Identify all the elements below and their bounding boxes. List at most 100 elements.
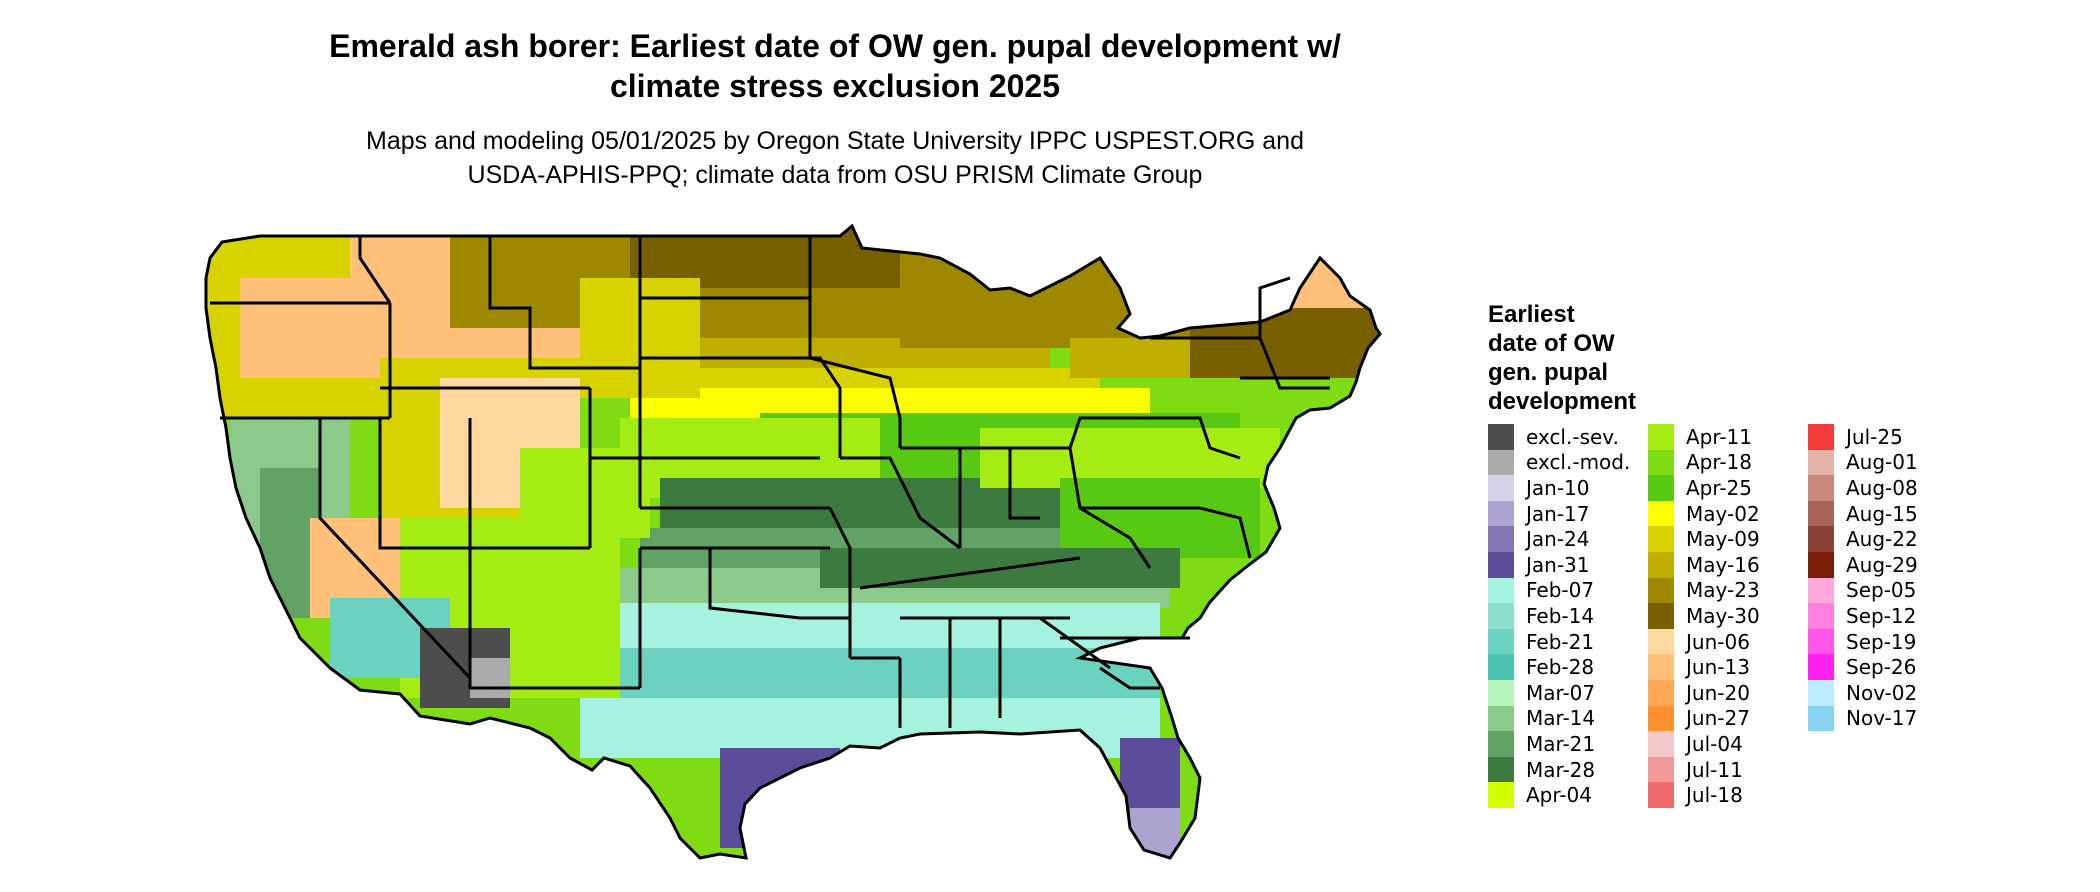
legend-swatch <box>1648 526 1674 552</box>
legend-swatch <box>1648 654 1674 680</box>
legend-label: Sep-05 <box>1846 578 1917 603</box>
legend-swatch <box>1488 782 1514 808</box>
legend-item: Jul-18 <box>1648 782 1760 808</box>
legend-label: Jun-06 <box>1686 629 1750 654</box>
legend-label: Jun-13 <box>1686 655 1750 680</box>
map-subtitle: Maps and modeling 05/01/2025 by Oregon S… <box>0 124 1670 192</box>
legend-swatch <box>1648 551 1674 578</box>
legend-item: Feb-14 <box>1488 603 1630 629</box>
legend-swatch <box>1808 551 1834 578</box>
legend-item: Mar-14 <box>1488 705 1630 732</box>
legend-swatch <box>1488 603 1514 629</box>
legend-swatch <box>1808 628 1834 655</box>
legend-label: Jan-10 <box>1526 475 1590 500</box>
legend-swatch <box>1808 449 1834 476</box>
legend-item: Aug-29 <box>1808 551 1918 578</box>
legend-swatch <box>1648 782 1674 808</box>
legend-item: May-30 <box>1648 603 1760 629</box>
legend-swatch <box>1648 628 1674 655</box>
legend-item: Feb-21 <box>1488 628 1630 655</box>
legend-swatch <box>1488 731 1514 757</box>
legend-item: Jan-24 <box>1488 526 1630 552</box>
legend-label: Sep-26 <box>1846 655 1917 680</box>
legend-item: Jun-20 <box>1648 679 1760 706</box>
legend-item: May-16 <box>1648 551 1760 578</box>
legend-label: Nov-17 <box>1846 706 1918 731</box>
legend-item: Nov-17 <box>1808 705 1918 732</box>
legend-item: Jul-04 <box>1648 731 1760 757</box>
legend-swatch <box>1808 577 1834 604</box>
legend-swatch <box>1808 705 1834 732</box>
legend-item: Nov-02 <box>1808 679 1918 706</box>
legend-label: May-23 <box>1686 578 1760 603</box>
legend-item: May-02 <box>1648 500 1760 527</box>
legend-item: Sep-19 <box>1808 628 1918 655</box>
legend-title: Earliest date of OW gen. pupal developme… <box>1488 300 1688 416</box>
legend-label: Jan-31 <box>1526 552 1590 577</box>
legend-swatch <box>1488 424 1514 450</box>
legend-swatch <box>1808 654 1834 680</box>
legend-item: Jul-11 <box>1648 756 1760 783</box>
legend-label: Feb-07 <box>1526 578 1595 603</box>
legend-swatch <box>1648 500 1674 527</box>
legend-label: Jun-27 <box>1686 706 1750 731</box>
legend-item: Jan-17 <box>1488 500 1630 527</box>
legend-title-line: development <box>1488 388 1637 415</box>
legend-item: Jan-31 <box>1488 551 1630 578</box>
legend-label: Mar-21 <box>1526 731 1596 756</box>
legend-item: Mar-07 <box>1488 679 1630 706</box>
legend-swatch <box>1648 731 1674 757</box>
legend-swatch <box>1808 679 1834 706</box>
legend-label: Aug-29 <box>1846 552 1918 577</box>
legend-label: excl.-sev. <box>1526 424 1619 449</box>
legend-label: Jun-20 <box>1686 680 1750 705</box>
legend-label: Apr-25 <box>1686 475 1752 500</box>
state-borders <box>204 223 1382 860</box>
legend-column-3: Jul-25 Aug-01 Aug-08 Aug-15 Aug-22 Aug-29 Sep-… <box>1808 424 1918 732</box>
legend-item: Jun-13 <box>1648 654 1760 680</box>
us-map <box>204 223 1382 860</box>
legend-label: Apr-04 <box>1526 783 1592 808</box>
legend-swatch <box>1648 705 1674 732</box>
legend-item: Feb-28 <box>1488 654 1630 680</box>
legend-swatch <box>1808 475 1834 501</box>
legend-swatch <box>1648 449 1674 476</box>
legend-label: Aug-08 <box>1846 475 1918 500</box>
legend-item: excl.-sev. <box>1488 424 1630 450</box>
map-subtitle-line-2: USDA-APHIS-PPQ; climate data from OSU PR… <box>467 161 1203 189</box>
legend-label: May-30 <box>1686 603 1760 628</box>
legend-label: Mar-28 <box>1526 757 1596 782</box>
legend-swatch <box>1808 526 1834 552</box>
legend-label: Sep-19 <box>1846 629 1917 654</box>
legend-swatch <box>1808 424 1834 450</box>
legend-title-line: date of OW <box>1488 330 1615 357</box>
legend-item: Apr-25 <box>1648 475 1760 501</box>
legend-label: Mar-07 <box>1526 680 1596 705</box>
legend-label: Aug-01 <box>1846 450 1918 475</box>
legend-item: Sep-12 <box>1808 603 1918 629</box>
legend-swatch <box>1488 756 1514 783</box>
legend-swatch <box>1488 475 1514 501</box>
legend-swatch <box>1488 500 1514 527</box>
legend-item: Jul-25 <box>1808 424 1918 450</box>
legend-swatch <box>1648 475 1674 501</box>
legend-item: Apr-18 <box>1648 449 1760 476</box>
legend-item: Sep-05 <box>1808 577 1918 604</box>
legend-item: Aug-22 <box>1808 526 1918 552</box>
legend-column-1: excl.-sev. excl.-mod. Jan-10 Jan-17 Jan-24 Ja… <box>1488 424 1630 808</box>
map-title-line-1: Emerald ash borer: Earliest date of OW g… <box>329 28 1341 64</box>
legend-label: Feb-28 <box>1526 655 1595 680</box>
legend-item: Jun-27 <box>1648 705 1760 732</box>
legend-label: May-02 <box>1686 501 1760 526</box>
legend-swatch <box>1488 705 1514 732</box>
legend-item: May-09 <box>1648 526 1760 552</box>
legend-item: Aug-15 <box>1808 500 1918 527</box>
legend-label: Feb-21 <box>1526 629 1595 654</box>
legend-label: Jul-18 <box>1686 783 1743 808</box>
legend-item: Sep-26 <box>1808 654 1918 680</box>
legend-swatch <box>1488 628 1514 655</box>
legend-item: Mar-28 <box>1488 756 1630 783</box>
legend-label: Jul-25 <box>1846 424 1903 449</box>
legend-label: Apr-18 <box>1686 450 1752 475</box>
legend-label: Mar-14 <box>1526 706 1596 731</box>
